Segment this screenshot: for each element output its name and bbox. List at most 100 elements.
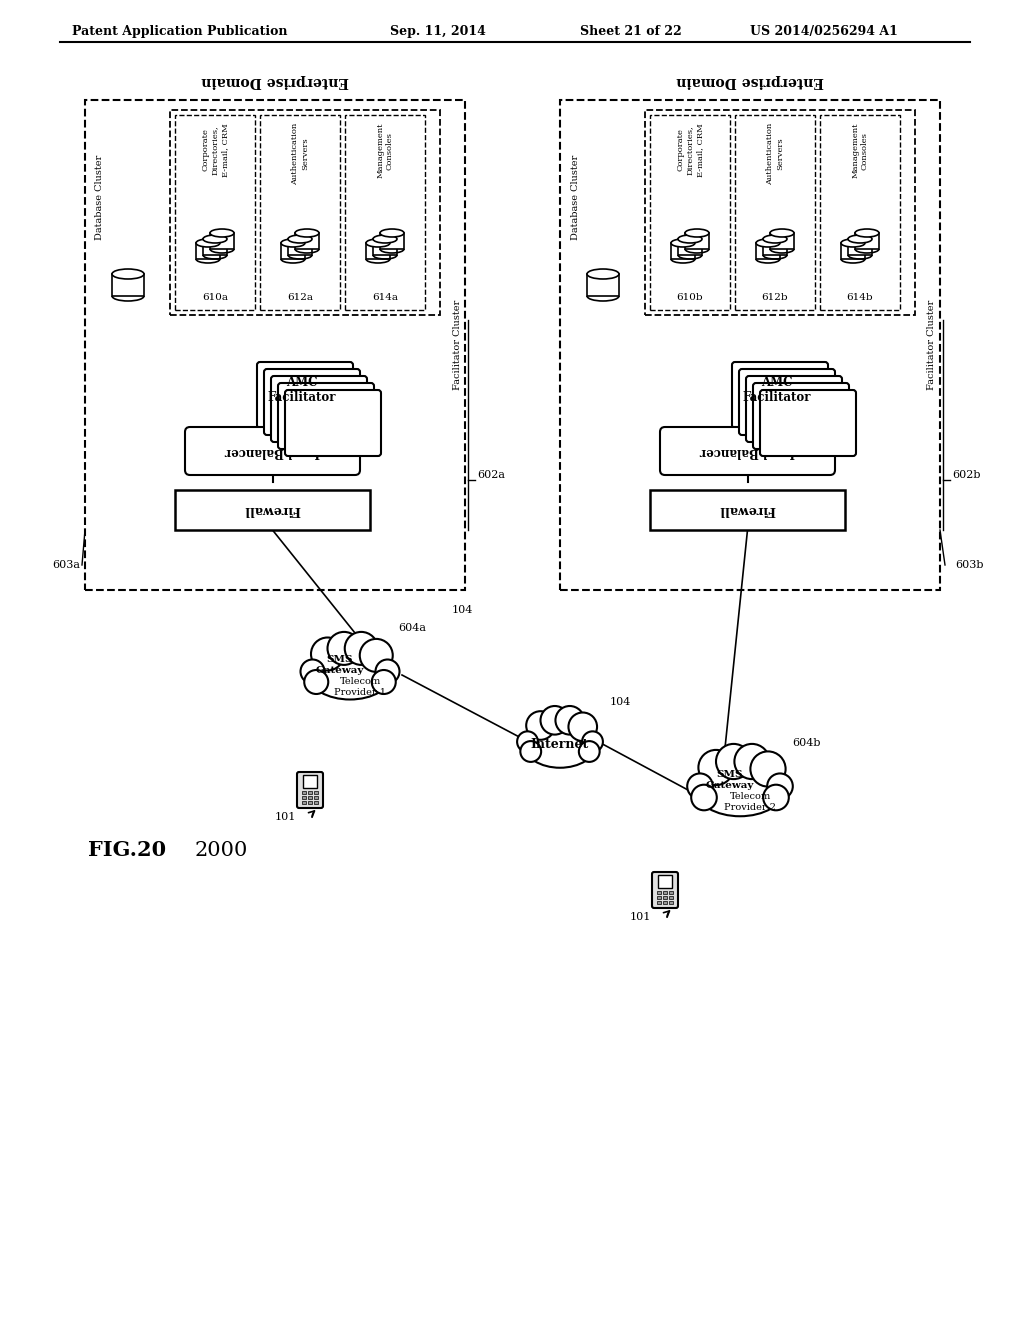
- Circle shape: [300, 660, 325, 684]
- Bar: [295, 234, 319, 249]
- FancyBboxPatch shape: [271, 376, 367, 442]
- Bar: [820, 115, 900, 310]
- Circle shape: [328, 632, 360, 665]
- Circle shape: [541, 706, 569, 735]
- Bar: [302, 801, 306, 804]
- Circle shape: [691, 784, 717, 810]
- Bar: [314, 791, 318, 795]
- Bar: [671, 243, 695, 259]
- Bar: [657, 902, 662, 904]
- Ellipse shape: [848, 235, 872, 243]
- Circle shape: [517, 731, 538, 752]
- Text: Internet: Internet: [530, 738, 589, 751]
- Text: 104: 104: [452, 605, 473, 615]
- Text: Firewall: Firewall: [244, 503, 301, 516]
- FancyBboxPatch shape: [264, 370, 360, 436]
- Text: SMS
Gateway: SMS Gateway: [706, 771, 755, 789]
- Bar: [345, 115, 425, 310]
- Circle shape: [555, 706, 584, 735]
- FancyBboxPatch shape: [257, 362, 353, 428]
- Bar: [281, 243, 305, 259]
- Bar: [85, 100, 465, 590]
- Circle shape: [767, 774, 793, 799]
- Bar: [770, 234, 794, 249]
- Bar: [763, 239, 787, 255]
- Ellipse shape: [309, 651, 391, 700]
- Bar: [288, 239, 312, 255]
- Bar: [314, 796, 318, 799]
- Circle shape: [311, 638, 344, 671]
- Bar: [657, 891, 662, 894]
- FancyBboxPatch shape: [753, 383, 849, 449]
- Ellipse shape: [524, 722, 596, 768]
- Circle shape: [716, 744, 752, 779]
- Bar: [663, 902, 667, 904]
- Bar: [841, 243, 865, 259]
- Bar: [314, 801, 318, 804]
- Text: 612b: 612b: [762, 293, 788, 302]
- Bar: [196, 243, 220, 259]
- Circle shape: [751, 751, 785, 787]
- Circle shape: [372, 671, 395, 694]
- Bar: [855, 234, 879, 249]
- Bar: [663, 896, 667, 899]
- Text: Load Balancer: Load Balancer: [700, 445, 795, 458]
- Text: SMS
Gateway: SMS Gateway: [315, 655, 365, 675]
- Circle shape: [304, 671, 329, 694]
- Text: Firewall: Firewall: [719, 503, 776, 516]
- Text: 604b: 604b: [792, 738, 820, 748]
- Text: 602b: 602b: [952, 470, 981, 480]
- Circle shape: [763, 784, 788, 810]
- Ellipse shape: [380, 228, 404, 238]
- Bar: [560, 100, 940, 590]
- Ellipse shape: [373, 235, 397, 243]
- Bar: [302, 791, 306, 795]
- Bar: [587, 275, 618, 296]
- Text: AMC
Facilitator: AMC Facilitator: [267, 376, 336, 404]
- Text: 101: 101: [274, 812, 296, 822]
- Bar: [663, 891, 667, 894]
- Ellipse shape: [281, 239, 305, 247]
- Text: Authentication
Servers: Authentication Servers: [291, 123, 309, 185]
- Text: 104: 104: [609, 697, 631, 708]
- FancyBboxPatch shape: [297, 772, 323, 808]
- Text: Telecom
Provider 2: Telecom Provider 2: [724, 792, 776, 812]
- Text: Enterprise Domain: Enterprise Domain: [676, 74, 824, 88]
- Circle shape: [582, 731, 603, 752]
- Ellipse shape: [366, 239, 390, 247]
- Circle shape: [579, 741, 600, 762]
- Text: Facilitator Cluster: Facilitator Cluster: [928, 300, 937, 389]
- Text: Enterprise Domain: Enterprise Domain: [201, 74, 349, 88]
- Text: Corporate
Directories,
E-mail, CRM: Corporate Directories, E-mail, CRM: [201, 123, 228, 177]
- Bar: [669, 891, 673, 894]
- Text: 614a: 614a: [372, 293, 398, 302]
- Bar: [848, 239, 872, 255]
- FancyBboxPatch shape: [285, 389, 381, 455]
- Bar: [303, 775, 317, 788]
- Text: FIG.20: FIG.20: [88, 840, 166, 861]
- Ellipse shape: [696, 764, 784, 816]
- Bar: [366, 243, 390, 259]
- Ellipse shape: [210, 228, 234, 238]
- Ellipse shape: [196, 239, 220, 247]
- FancyBboxPatch shape: [739, 370, 835, 436]
- Bar: [650, 115, 730, 310]
- Bar: [210, 234, 234, 249]
- Bar: [678, 239, 702, 255]
- Bar: [175, 490, 370, 531]
- Text: 604a: 604a: [398, 623, 426, 634]
- Ellipse shape: [678, 235, 702, 243]
- Text: 101: 101: [630, 912, 650, 921]
- Circle shape: [568, 713, 597, 741]
- Circle shape: [520, 741, 541, 762]
- Circle shape: [345, 632, 378, 665]
- Text: Patent Application Publication: Patent Application Publication: [72, 25, 288, 38]
- Bar: [756, 243, 780, 259]
- Circle shape: [376, 660, 399, 684]
- Text: Telecom
Provider 1: Telecom Provider 1: [334, 677, 386, 697]
- Text: Facilitator Cluster: Facilitator Cluster: [453, 300, 462, 389]
- Text: Management
Consoles: Management Consoles: [376, 123, 394, 178]
- Bar: [669, 902, 673, 904]
- FancyBboxPatch shape: [746, 376, 842, 442]
- FancyBboxPatch shape: [760, 389, 856, 455]
